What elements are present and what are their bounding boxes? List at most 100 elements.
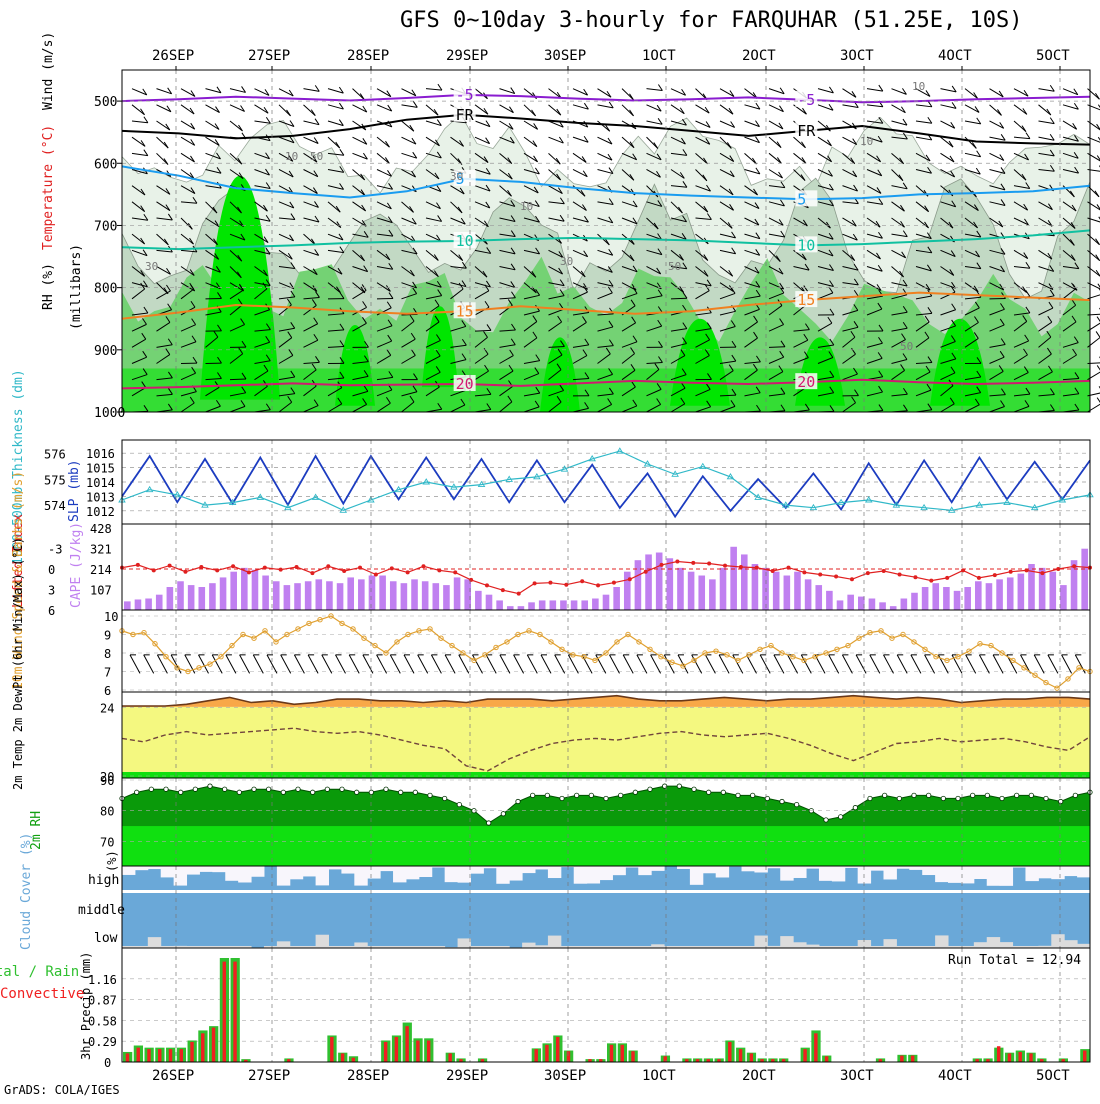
cloud-low-segment xyxy=(780,936,793,948)
precip-conv-bar xyxy=(1008,1053,1011,1062)
rh2m-unit-g: (%) xyxy=(105,850,119,872)
rh2m-point xyxy=(193,787,197,791)
cloud-low-segment xyxy=(1077,944,1090,948)
slp-tick-label: 1015 xyxy=(86,462,115,476)
cape-bar xyxy=(613,587,620,610)
li-point xyxy=(548,581,552,585)
precip-conv-bar xyxy=(201,1033,204,1062)
rh2m-point xyxy=(442,796,446,800)
cloud-high-gap xyxy=(122,866,135,875)
rh2m-point xyxy=(501,812,505,816)
cloud-high-gap xyxy=(948,866,961,883)
thickness-tick-label: 575 xyxy=(44,473,66,487)
cape-bar xyxy=(943,587,950,610)
li-point xyxy=(326,564,330,568)
cape-bar xyxy=(220,577,227,610)
rh2m-point xyxy=(1058,799,1062,803)
cloud-high-gap xyxy=(496,866,509,884)
rh2m-tick-label: 70 xyxy=(100,835,114,849)
cape-bar xyxy=(358,579,365,610)
thickness-tick-label: 576 xyxy=(44,448,66,462)
cape-bar xyxy=(560,600,567,610)
precip-conv-bar xyxy=(126,1053,129,1062)
cloud-high-gap xyxy=(445,866,458,882)
temp-contour-label: 10 xyxy=(456,232,474,250)
cape-bar xyxy=(124,601,131,610)
panel-bg-precip xyxy=(122,948,1090,1062)
li-point xyxy=(850,577,854,581)
cape-bar xyxy=(954,591,961,610)
cape-tick-label: 428 xyxy=(90,522,112,536)
rh2m-point xyxy=(780,799,784,803)
li-point xyxy=(199,565,203,569)
cloud-low-segment xyxy=(1051,934,1064,948)
li-point xyxy=(310,571,314,575)
cape-bar xyxy=(156,595,163,610)
cloud-low-segment xyxy=(354,942,367,948)
precip-conv-bar xyxy=(545,1045,548,1062)
cape-bar xyxy=(326,581,333,610)
cape-bar xyxy=(890,606,897,610)
temp-contour-label: 5 xyxy=(797,190,806,208)
cape-bar xyxy=(369,576,376,610)
li-point xyxy=(168,564,172,568)
precip-conv-bar xyxy=(803,1049,806,1062)
ylabel-millibars: (millibars) xyxy=(69,244,84,330)
cape-bar xyxy=(496,600,503,610)
precip-conv-bar xyxy=(814,1033,817,1062)
cloud-high-gap xyxy=(277,866,290,886)
ylabel-temperature: Temperature (°C) xyxy=(41,125,56,250)
cape-bar xyxy=(539,600,546,610)
slp-tick-label: 1016 xyxy=(86,447,115,461)
rh2m-point xyxy=(413,790,417,794)
rh2m-point xyxy=(545,793,549,797)
precip-conv-bar xyxy=(395,1037,398,1062)
cape-bar xyxy=(528,602,535,610)
rh-contour-label: 50 xyxy=(310,150,323,163)
rh2m-point xyxy=(428,793,432,797)
cloud-high-gap xyxy=(354,866,367,886)
dewpt-area xyxy=(122,707,1090,778)
cape-bar xyxy=(507,606,514,610)
cloud-low-segment xyxy=(987,937,1000,948)
precip-conv-bar xyxy=(190,1042,193,1062)
cape-bar xyxy=(762,568,769,610)
rh2m-lower-area xyxy=(122,826,1090,866)
cloud-high-gap xyxy=(819,866,832,881)
cape-bar xyxy=(167,587,174,610)
top-date-label: 27SEP xyxy=(248,48,290,64)
precip-conv-bar xyxy=(1018,1052,1021,1062)
cape-bar xyxy=(815,585,822,610)
y-tick-label: 1000 xyxy=(94,406,125,421)
rh2m-point xyxy=(178,790,182,794)
cape-bar xyxy=(252,570,259,610)
cape-bar xyxy=(964,587,971,610)
li-point xyxy=(263,566,267,570)
li-point xyxy=(644,570,648,574)
rh2m-point xyxy=(633,790,637,794)
rh2m-point xyxy=(589,793,593,797)
wind-barb-flag xyxy=(1096,331,1100,337)
cloud-high-gap xyxy=(290,866,303,879)
cape-bar xyxy=(177,581,184,610)
cloud-high-gap xyxy=(470,866,483,874)
rh2m-point xyxy=(618,793,622,797)
li-point xyxy=(802,570,806,574)
li-point xyxy=(422,564,426,568)
cape-bar xyxy=(581,600,588,610)
cape-bar xyxy=(603,595,610,610)
cloud-high-gap xyxy=(742,866,755,871)
cloud-low-segment xyxy=(1064,940,1077,948)
li-point xyxy=(136,563,140,567)
cloud-high-gap xyxy=(187,866,200,875)
thickness-tick-label: 574 xyxy=(44,499,66,513)
temp-contour-label: 15 xyxy=(456,302,474,320)
li-point xyxy=(501,588,505,592)
cape-bar xyxy=(411,579,418,610)
rh2m-point xyxy=(516,799,520,803)
cloud-high-gap xyxy=(1077,866,1090,877)
li-point xyxy=(723,564,727,568)
cloud-high-gap xyxy=(548,866,561,878)
li-point xyxy=(1025,568,1029,572)
